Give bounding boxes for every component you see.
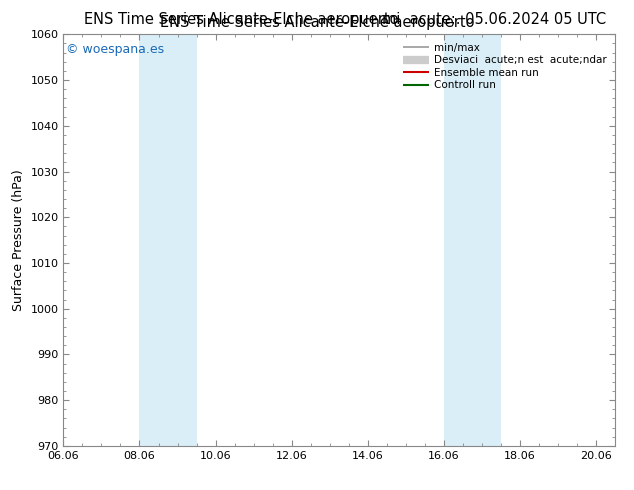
Text: © woespana.es: © woespana.es: [66, 43, 164, 55]
Text: ENS Time Series Alicante-Elche aeropuerto: ENS Time Series Alicante-Elche aeropuert…: [84, 12, 398, 27]
Y-axis label: Surface Pressure (hPa): Surface Pressure (hPa): [12, 169, 25, 311]
Bar: [139, 34, 197, 446]
Text: mi  acute;. 05.06.2024 05 UTC: mi acute;. 05.06.2024 05 UTC: [382, 12, 607, 27]
Bar: [444, 34, 501, 446]
Legend: min/max, Desviaci  acute;n est  acute;ndar, Ensemble mean run, Controll run: min/max, Desviaci acute;n est acute;ndar…: [399, 40, 610, 94]
Text: ENS Time Series Alicante-Elche aeropuerto: ENS Time Series Alicante-Elche aeropuert…: [160, 15, 474, 30]
